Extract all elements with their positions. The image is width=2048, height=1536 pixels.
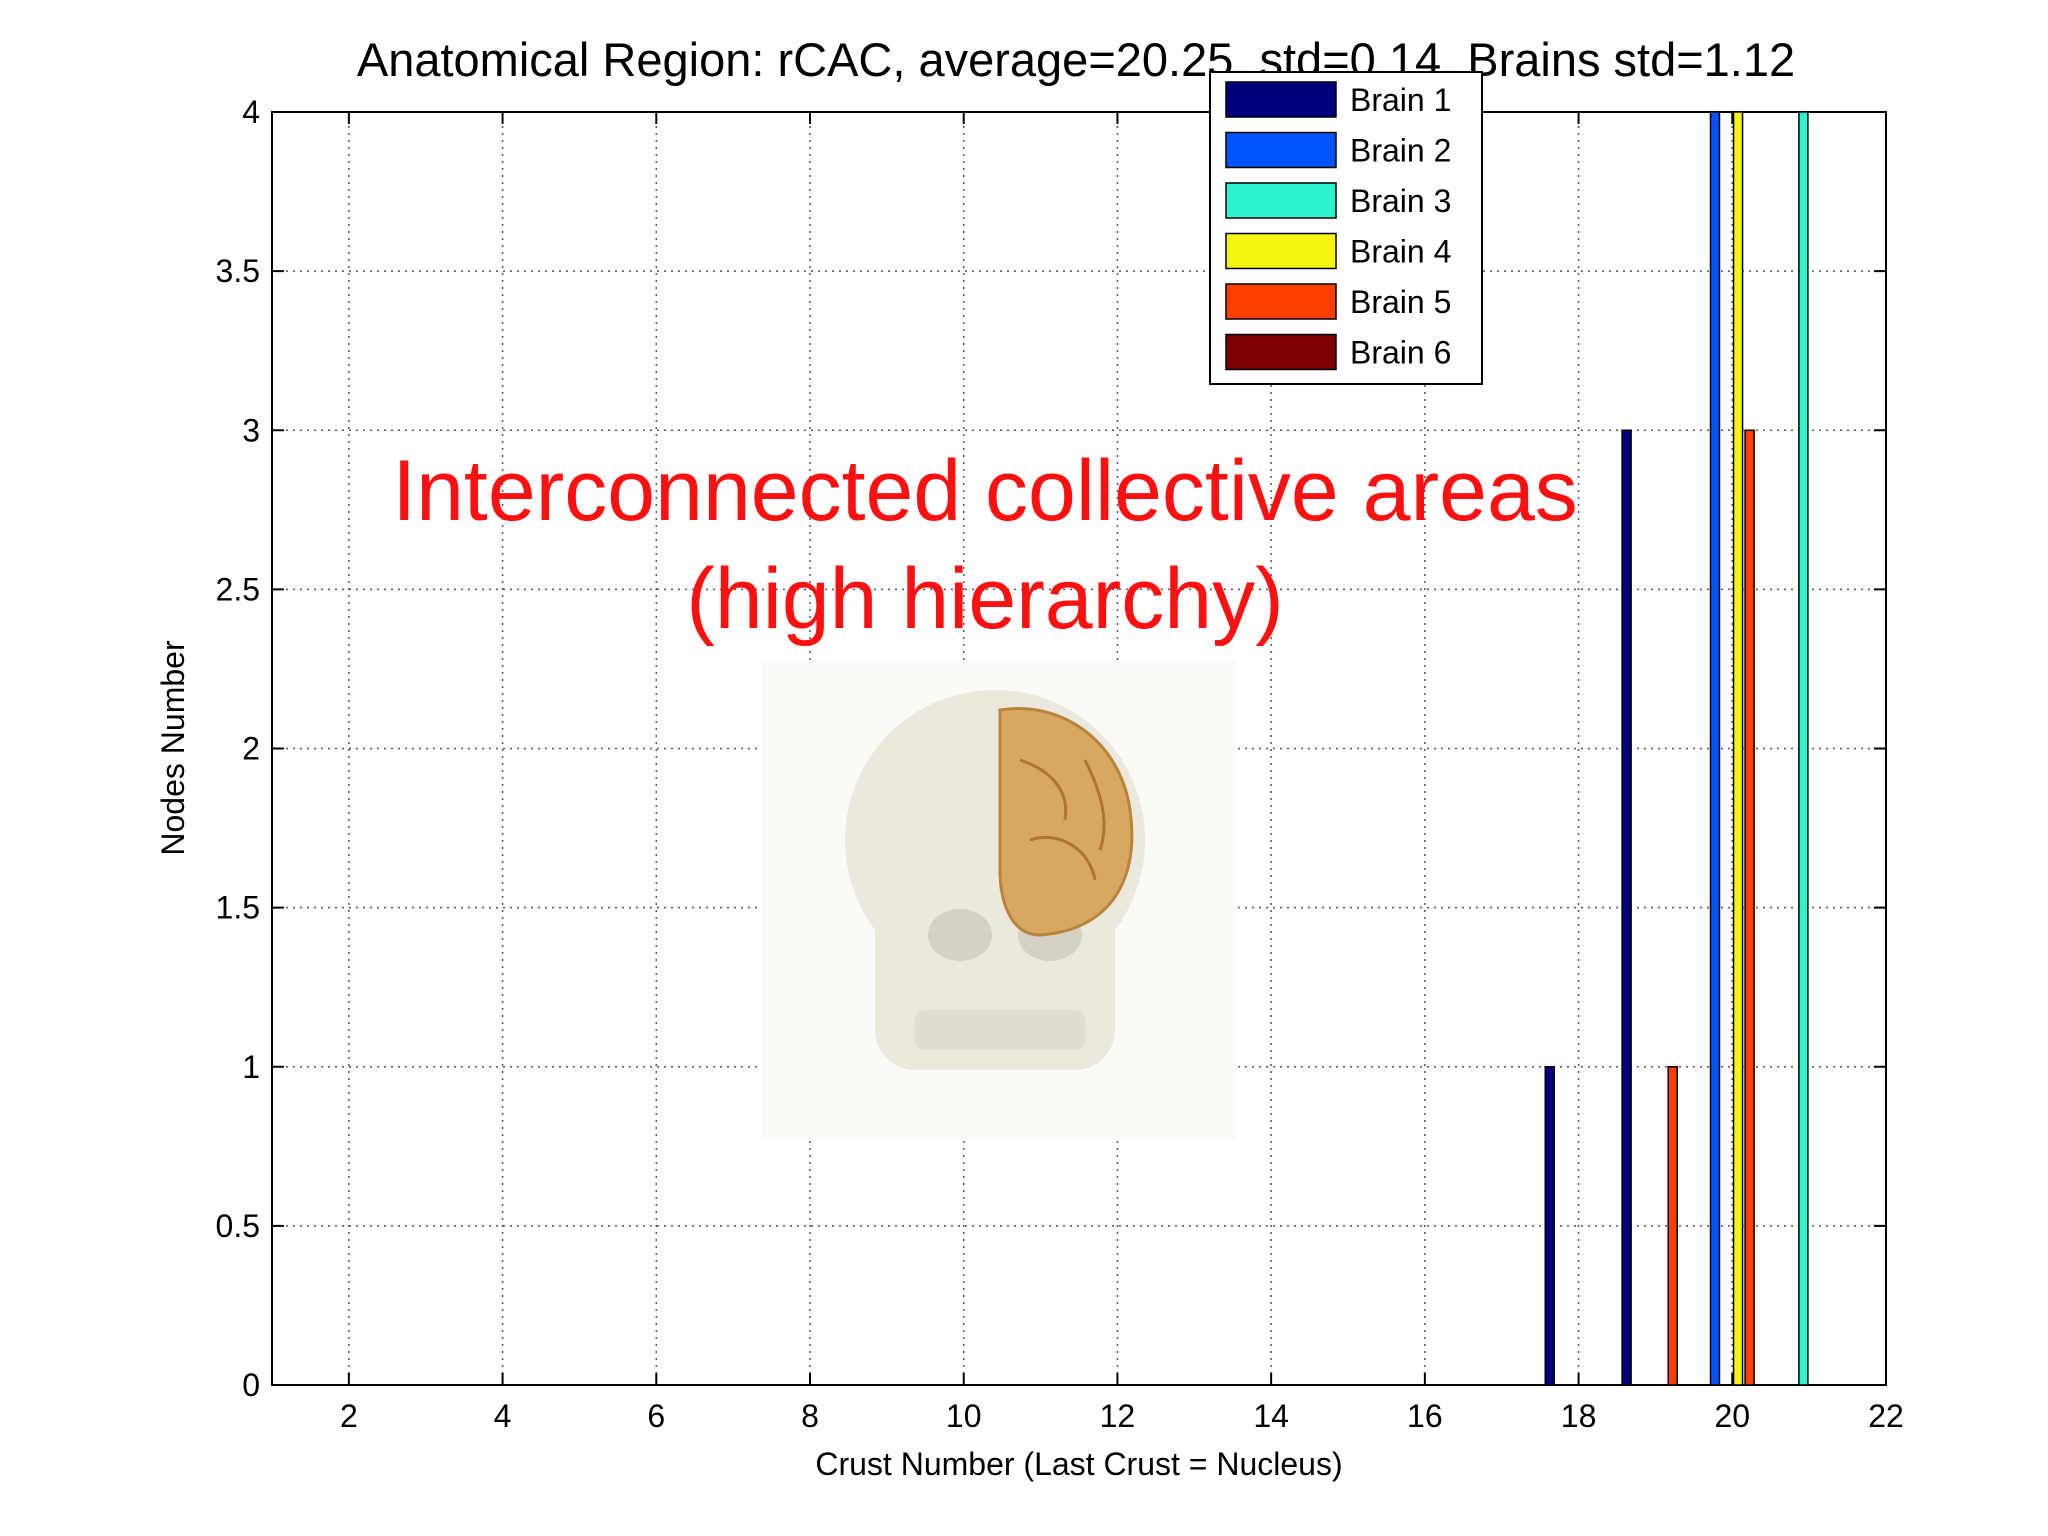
- y-tick-label: 3: [242, 412, 260, 448]
- bar-brain-5: [1744, 429, 1755, 1386]
- y-tick-label: 2.5: [216, 571, 260, 607]
- bar-brain-1: [1544, 1066, 1555, 1386]
- chart-title: Anatomical Region: rCAC, average=20.25, …: [357, 33, 1795, 86]
- y-tick-label: 3.5: [216, 253, 260, 289]
- bar-brain-5: [1667, 1066, 1678, 1386]
- annotation-line-1: Interconnected collective areas: [392, 443, 1578, 539]
- x-tick-label: 18: [1561, 1398, 1597, 1434]
- x-tick-label: 22: [1868, 1398, 1904, 1434]
- axis-ticks: 2 4 6 8 10 12 14 16 18 20 22 0 0.5 1 1.5 2 2.5 3 3.5 4: [216, 94, 1904, 1434]
- bar-brain-2: [1709, 111, 1721, 1386]
- legend-swatch: [1225, 283, 1337, 320]
- legend-swatch: [1225, 333, 1337, 371]
- y-tick-label: 4: [242, 94, 260, 130]
- legend-box: [1209, 71, 1483, 385]
- legend-label: Brain 1: [1350, 82, 1451, 118]
- annotation-line-2: (high hierarchy): [686, 551, 1283, 647]
- y-tick-label: 0.5: [216, 1208, 260, 1244]
- legend-label: Brain 5: [1350, 284, 1451, 320]
- legend-swatch: [1225, 81, 1337, 118]
- y-tick-label: 1: [242, 1049, 260, 1085]
- y-tick-label: 1.5: [216, 890, 260, 926]
- x-tick-label: 4: [494, 1398, 512, 1434]
- y-tick-label: 0: [242, 1367, 260, 1403]
- x-tick-label: 14: [1253, 1398, 1289, 1434]
- bars: [1544, 111, 1809, 1386]
- legend-swatch: [1225, 232, 1337, 270]
- x-tick-label: 2: [340, 1398, 358, 1434]
- skull-brain-icon: [762, 660, 1236, 1140]
- x-tick-label: 10: [946, 1398, 982, 1434]
- legend-swatch: [1225, 182, 1337, 219]
- bar-brain-1: [1621, 429, 1632, 1386]
- legend-swatch: [1225, 131, 1337, 169]
- legend: Brain 1 Brain 2 Brain 3 Brain 4 Brain 5 Brain…: [1209, 71, 1483, 385]
- legend-label: Brain 3: [1350, 183, 1451, 219]
- legend-label: Brain 6: [1350, 335, 1451, 371]
- x-tick-label: 16: [1407, 1398, 1443, 1434]
- legend-label: Brain 2: [1350, 133, 1451, 169]
- legend-label: Brain 4: [1350, 234, 1451, 270]
- x-tick-label: 12: [1100, 1398, 1136, 1434]
- x-tick-label: 8: [801, 1398, 819, 1434]
- x-axis-title: Crust Number (Last Crust = Nucleus): [815, 1446, 1342, 1482]
- bar-brain-3: [1798, 111, 1809, 1386]
- bar-brain-4: [1732, 111, 1744, 1386]
- y-axis-title: Nodes Number: [155, 640, 191, 856]
- y-tick-label: 2: [242, 731, 260, 767]
- x-tick-label: 20: [1714, 1398, 1750, 1434]
- x-tick-label: 6: [647, 1398, 665, 1434]
